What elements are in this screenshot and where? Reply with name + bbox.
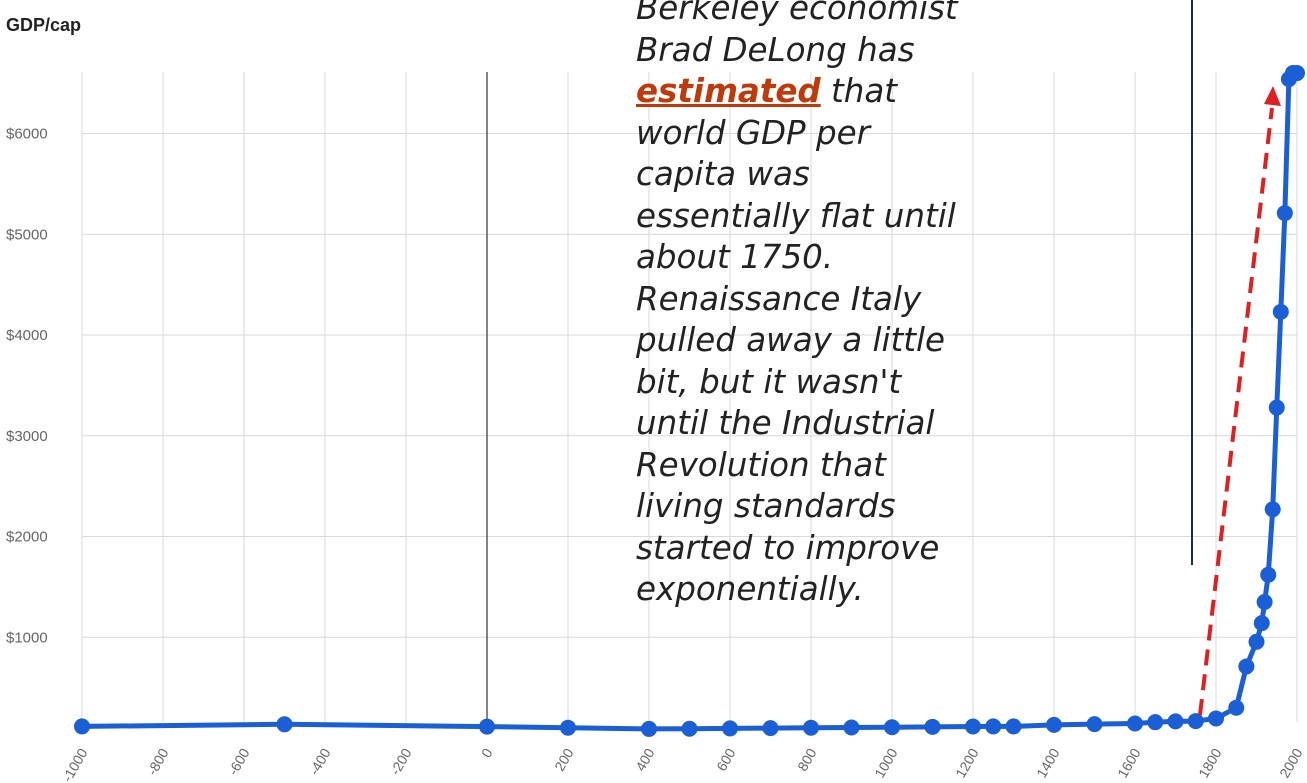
growth-arrow-line — [1198, 107, 1274, 716]
data-point — [1127, 715, 1143, 732]
data-point — [1253, 615, 1270, 632]
data-point — [843, 719, 860, 736]
data-point — [803, 719, 819, 736]
annotation-line-14: started to improve — [636, 528, 940, 567]
annotation-line-11: until the Industrial — [636, 404, 935, 442]
y-tick-label: $3000 — [6, 428, 48, 445]
data-point — [722, 720, 738, 737]
annotation-line-8: Renaissance Italy — [636, 279, 922, 318]
annotation-line-1: Berkeley economist — [636, 0, 958, 27]
annotation-line-9: pulled away a little — [636, 321, 946, 359]
annotation-line-7: about 1750. — [636, 238, 834, 276]
growth-arrow — [1198, 86, 1281, 716]
data-point — [479, 718, 495, 735]
annotation-line-3: estimated that — [636, 71, 1066, 113]
data-point — [74, 718, 90, 735]
annotation-line-6: essentially flat until — [636, 196, 956, 235]
data-point — [1147, 714, 1164, 731]
data-point — [1268, 399, 1285, 416]
data-point — [985, 718, 1002, 735]
data-point — [1238, 658, 1255, 675]
data-point — [1167, 713, 1184, 730]
data-point — [1187, 713, 1204, 730]
y-tick-label: $6000 — [6, 126, 48, 143]
data-point — [1272, 303, 1289, 320]
annotation-line-5: capita was — [636, 155, 810, 193]
data-point — [1276, 205, 1293, 222]
data-point — [1208, 710, 1224, 727]
annotation-line-3-rest: that — [831, 72, 898, 110]
data-point — [1260, 566, 1277, 583]
annotation-line-10: bit, but it wasn't — [636, 362, 902, 401]
data-point — [965, 718, 981, 735]
data-point — [641, 720, 657, 737]
annotation-highlight-link[interactable]: estimated — [636, 72, 821, 110]
growth-arrow-head — [1264, 86, 1281, 106]
annotation-line-13: living standards — [636, 487, 896, 525]
data-point — [1005, 718, 1022, 735]
data-point — [276, 716, 293, 733]
data-point — [560, 719, 576, 736]
data-point — [1264, 501, 1281, 518]
data-point — [1248, 633, 1265, 650]
annotation-text: Berkeley economist Brad DeLong has estim… — [636, 0, 1066, 611]
y-axis-title: GDP/cap — [6, 15, 81, 35]
annotation-line-4: world GDP per — [636, 113, 870, 152]
y-tick-label: $5000 — [6, 226, 48, 243]
annotation-line-12: Revolution that — [636, 445, 886, 484]
data-point — [1289, 65, 1305, 82]
data-point — [924, 718, 941, 735]
annotation-line-15: exponentially. — [636, 570, 864, 608]
data-point — [762, 720, 779, 737]
data-point — [681, 720, 698, 737]
data-point — [1256, 593, 1273, 610]
data-point — [1046, 716, 1062, 733]
y-tick-label: $2000 — [6, 529, 48, 546]
data-point — [884, 719, 900, 736]
gdp-series-points — [74, 65, 1305, 737]
y-tick-label: $4000 — [6, 327, 48, 344]
data-point — [1228, 699, 1245, 716]
data-point — [1086, 716, 1103, 733]
y-tick-label: $1000 — [6, 629, 48, 646]
grid-layer — [81, 72, 1298, 722]
annotation-line-2: Brad DeLong has — [636, 30, 915, 69]
